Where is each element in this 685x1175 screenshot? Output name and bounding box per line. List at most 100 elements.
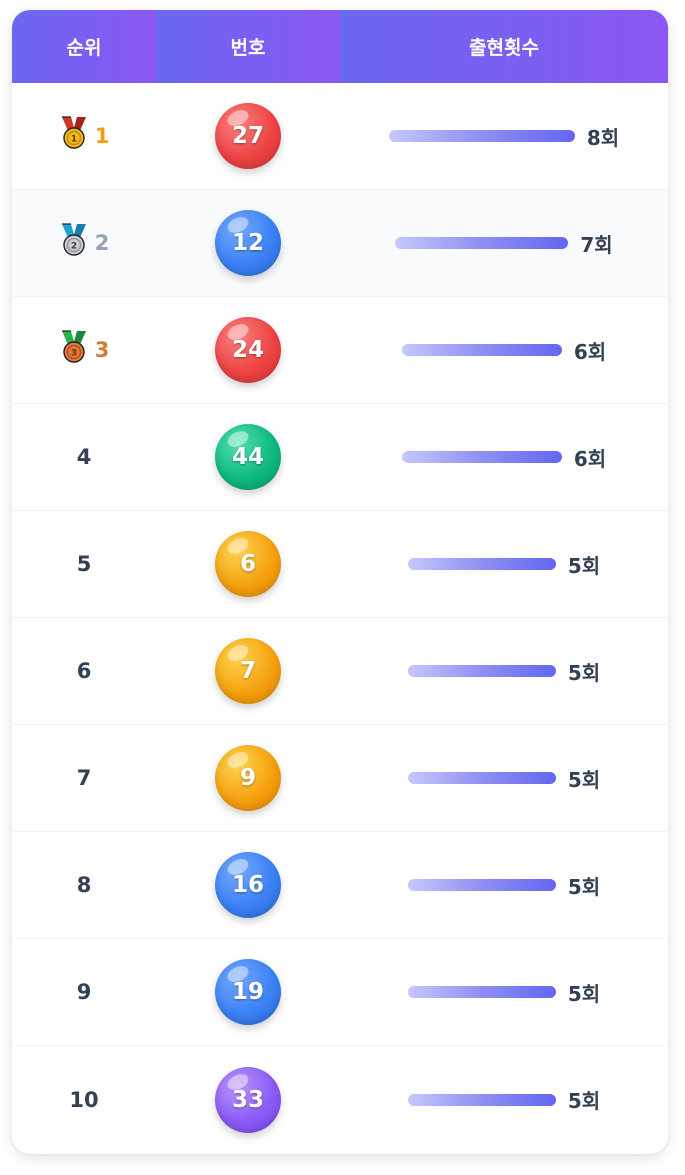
number-cell: 12 xyxy=(156,210,340,276)
svg-text:2: 2 xyxy=(71,242,77,252)
count-label: 5회 xyxy=(567,981,601,1006)
lotto-ball: 16 xyxy=(215,852,281,918)
count-cell: 6회 xyxy=(340,336,668,365)
bronze-medal-icon: 3 xyxy=(59,330,89,364)
table-row[interactable]: 1 1 27 8회 xyxy=(12,83,668,190)
count-bar xyxy=(407,879,556,891)
table-row[interactable]: 5 6 5회 xyxy=(12,511,668,618)
count-label: 6회 xyxy=(573,339,607,364)
count-label: 5회 xyxy=(567,767,601,792)
ball-number: 7 xyxy=(239,658,256,684)
count-bar xyxy=(401,451,562,463)
rank-number: 10 xyxy=(69,1087,99,1112)
count-cell: 5회 xyxy=(340,1085,668,1114)
count-bar xyxy=(401,344,562,356)
rank-cell: 5 xyxy=(12,552,156,576)
count-bar xyxy=(407,665,556,677)
rank-number: 9 xyxy=(76,980,92,1004)
count-bar xyxy=(395,237,569,249)
lotto-ball: 27 xyxy=(215,103,281,169)
count-label: 6회 xyxy=(573,446,607,471)
rank-number: 6 xyxy=(76,659,92,683)
table-row[interactable]: 3 3 24 6회 xyxy=(12,297,668,404)
count-bar xyxy=(407,1093,556,1106)
ball-number: 9 xyxy=(239,765,256,791)
ball-number: 6 xyxy=(239,551,256,577)
table-row[interactable]: 8 16 5회 xyxy=(12,832,668,939)
header-count[interactable]: 출현횟수 xyxy=(340,10,668,83)
header-number[interactable]: 번호 xyxy=(156,10,340,83)
header-rank[interactable]: 순위 xyxy=(12,10,156,83)
number-cell: 27 xyxy=(156,103,340,169)
count-label: 5회 xyxy=(567,1089,601,1113)
count-cell: 8회 xyxy=(340,122,668,151)
count-cell: 6회 xyxy=(340,443,668,472)
lotto-ball: 24 xyxy=(215,317,281,383)
table-row[interactable]: 7 9 5회 xyxy=(12,725,668,832)
ball-number: 24 xyxy=(231,337,264,363)
count-label: 7회 xyxy=(580,232,613,257)
table-header: 순위 번호 출현횟수 xyxy=(12,10,668,83)
number-cell: 44 xyxy=(156,424,340,490)
count-bar xyxy=(407,558,556,570)
number-cell: 7 xyxy=(156,638,340,704)
rank-cell: 8 xyxy=(12,873,156,897)
rank-cell: 4 xyxy=(12,445,156,469)
count-cell: 5회 xyxy=(340,978,668,1007)
lotto-ball: 44 xyxy=(215,424,281,490)
table-row[interactable]: 4 44 6회 xyxy=(12,404,668,511)
silver-medal-icon: 2 xyxy=(59,223,89,257)
count-cell: 5회 xyxy=(340,657,668,686)
lotto-ball: 9 xyxy=(215,745,281,811)
count-label: 5회 xyxy=(567,660,601,685)
table-body: 1 1 27 8회 2 2 12 7회 3 3 24 6회 4 44 6회 5 6 5회 6 7 5회 7 9 5회 8 16 5회… xyxy=(12,83,668,1153)
table-row[interactable]: 10 33 5회 xyxy=(12,1046,668,1153)
lotto-ball: 6 xyxy=(215,531,281,597)
count-cell: 5회 xyxy=(340,871,668,900)
rank-number: 5 xyxy=(76,552,92,576)
rank-number: 1 xyxy=(94,124,110,148)
rank-number: 3 xyxy=(94,338,110,362)
count-label: 8회 xyxy=(586,125,620,150)
frequency-table: 순위 번호 출현횟수 1 1 27 8회 2 2 12 7회 3 3 24 6회 4 44 6회 5 6 5회 6 7… xyxy=(12,10,668,1154)
ball-number: 16 xyxy=(231,872,264,898)
number-cell: 33 xyxy=(156,1066,340,1133)
rank-number: 4 xyxy=(76,445,92,469)
count-cell: 5회 xyxy=(340,764,668,793)
rank-number: 8 xyxy=(76,873,92,897)
table-row[interactable]: 6 7 5회 xyxy=(12,618,668,725)
count-label: 5회 xyxy=(567,874,601,899)
ball-number: 19 xyxy=(231,979,264,1005)
number-cell: 6 xyxy=(156,531,340,597)
table-row[interactable]: 2 2 12 7회 xyxy=(12,190,668,297)
number-cell: 24 xyxy=(156,317,340,383)
rank-cell: 6 xyxy=(12,659,156,683)
ball-number: 44 xyxy=(231,444,264,470)
number-cell: 9 xyxy=(156,745,340,811)
ball-number: 12 xyxy=(231,230,264,256)
count-bar xyxy=(388,130,575,142)
svg-text:3: 3 xyxy=(71,349,77,359)
count-cell: 7회 xyxy=(340,229,668,258)
ball-number: 33 xyxy=(231,1086,264,1113)
count-label: 5회 xyxy=(567,553,601,578)
rank-cell: 9 xyxy=(12,980,156,1004)
gold-medal-icon: 1 xyxy=(59,116,89,150)
table-row[interactable]: 9 19 5회 xyxy=(12,939,668,1046)
lotto-ball: 7 xyxy=(215,638,281,704)
number-cell: 16 xyxy=(156,852,340,918)
rank-number: 7 xyxy=(76,766,92,790)
count-cell: 5회 xyxy=(340,550,668,579)
ball-number: 27 xyxy=(231,123,264,149)
lotto-ball: 19 xyxy=(215,959,281,1025)
svg-text:1: 1 xyxy=(71,135,77,145)
number-cell: 19 xyxy=(156,959,340,1025)
count-bar xyxy=(407,772,556,784)
rank-cell: 10 xyxy=(12,1088,156,1112)
rank-cell: 7 xyxy=(12,766,156,790)
count-bar xyxy=(407,986,556,998)
lotto-ball: 12 xyxy=(215,210,281,276)
